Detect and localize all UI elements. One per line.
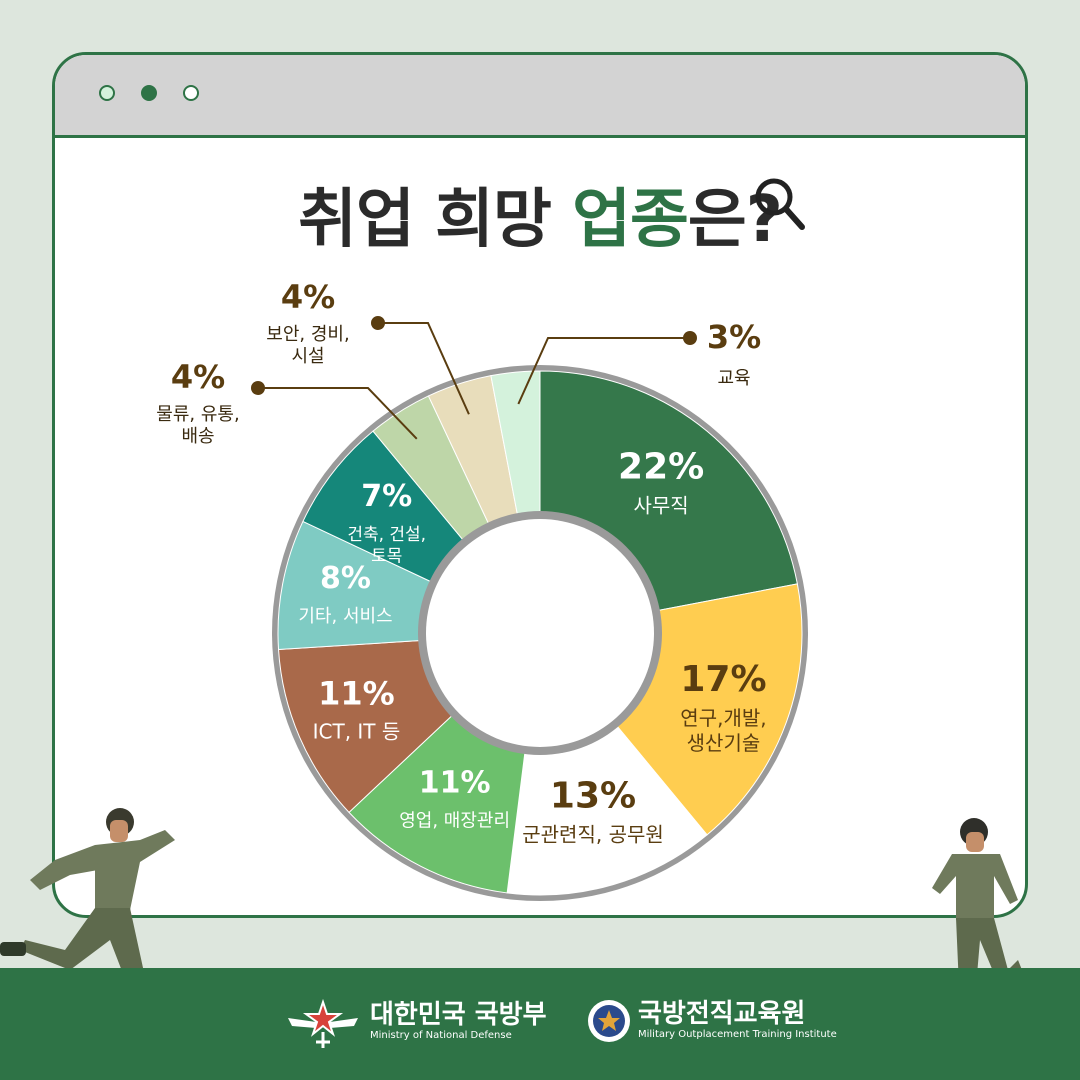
window-dot-1 xyxy=(99,85,115,101)
slice-category-label: 군관련직, 공무원 xyxy=(522,822,664,846)
slice-percent-label: 8% xyxy=(320,561,371,596)
slice-category-label: 생산기술 xyxy=(687,731,761,755)
callout-category-label: 시설 xyxy=(291,346,324,367)
slice-percent-label: 11% xyxy=(419,766,491,801)
slice-percent-label: 7% xyxy=(361,479,412,514)
donut-hole xyxy=(426,519,654,747)
slice-category-label: ICT, IT 등 xyxy=(313,719,401,743)
search-icon xyxy=(755,178,805,230)
slice-percent-label: 22% xyxy=(618,447,704,488)
callout-line xyxy=(378,322,470,415)
institute-emblem-icon xyxy=(588,1000,630,1042)
callout-percent-label: 4% xyxy=(171,358,225,396)
callout-dot xyxy=(683,331,697,345)
slice-category-label: 건축, 건설, xyxy=(347,525,426,545)
window-dot-3 xyxy=(183,85,199,101)
institute-logo: 국방전직교육원 Military Outplacement Training I… xyxy=(586,998,837,1044)
slice-percent-label: 11% xyxy=(318,674,395,712)
callout-category-label: 보안, 경비, xyxy=(266,324,349,345)
callout-dot xyxy=(251,381,265,395)
callout-dot xyxy=(371,316,385,330)
callout-category-label: 교육 xyxy=(717,368,750,389)
callout-percent-label: 4% xyxy=(281,278,335,316)
callout-percent-label: 3% xyxy=(707,318,761,356)
callout-category-label: 배송 xyxy=(181,426,214,447)
slice-percent-label: 13% xyxy=(550,775,636,816)
window-dot-2 xyxy=(141,85,157,101)
callout-line xyxy=(517,337,690,405)
page-title: 취업 희망 업종은? xyxy=(298,183,783,257)
slice-category-label: 영업, 매장관리 xyxy=(399,811,510,832)
mnd-subtitle: Ministry of National Defense xyxy=(370,1030,512,1041)
mnd-name: 대한민국 국방부 xyxy=(370,1000,547,1030)
callout-line xyxy=(258,387,418,440)
mnd-emblem-icon xyxy=(288,998,358,1048)
callout-category-label: 물류, 유통, xyxy=(156,404,239,425)
slice-percent-label: 17% xyxy=(680,659,766,700)
slice-category-label: 기타, 서비스 xyxy=(298,606,392,627)
slice-category-label: 사무직 xyxy=(634,494,689,518)
institute-subtitle: Military Outplacement Training Institute xyxy=(638,1029,837,1040)
footer: 대한민국 국방부 Ministry of National Defense 국방… xyxy=(0,968,1080,1080)
slice-category-label: 연구,개발, xyxy=(680,706,766,730)
window-titlebar xyxy=(55,55,1025,138)
institute-name: 국방전직교육원 xyxy=(638,999,806,1029)
mnd-logo: 대한민국 국방부 Ministry of National Defense xyxy=(286,992,547,1052)
slice-category-label: 토목 xyxy=(371,546,402,566)
